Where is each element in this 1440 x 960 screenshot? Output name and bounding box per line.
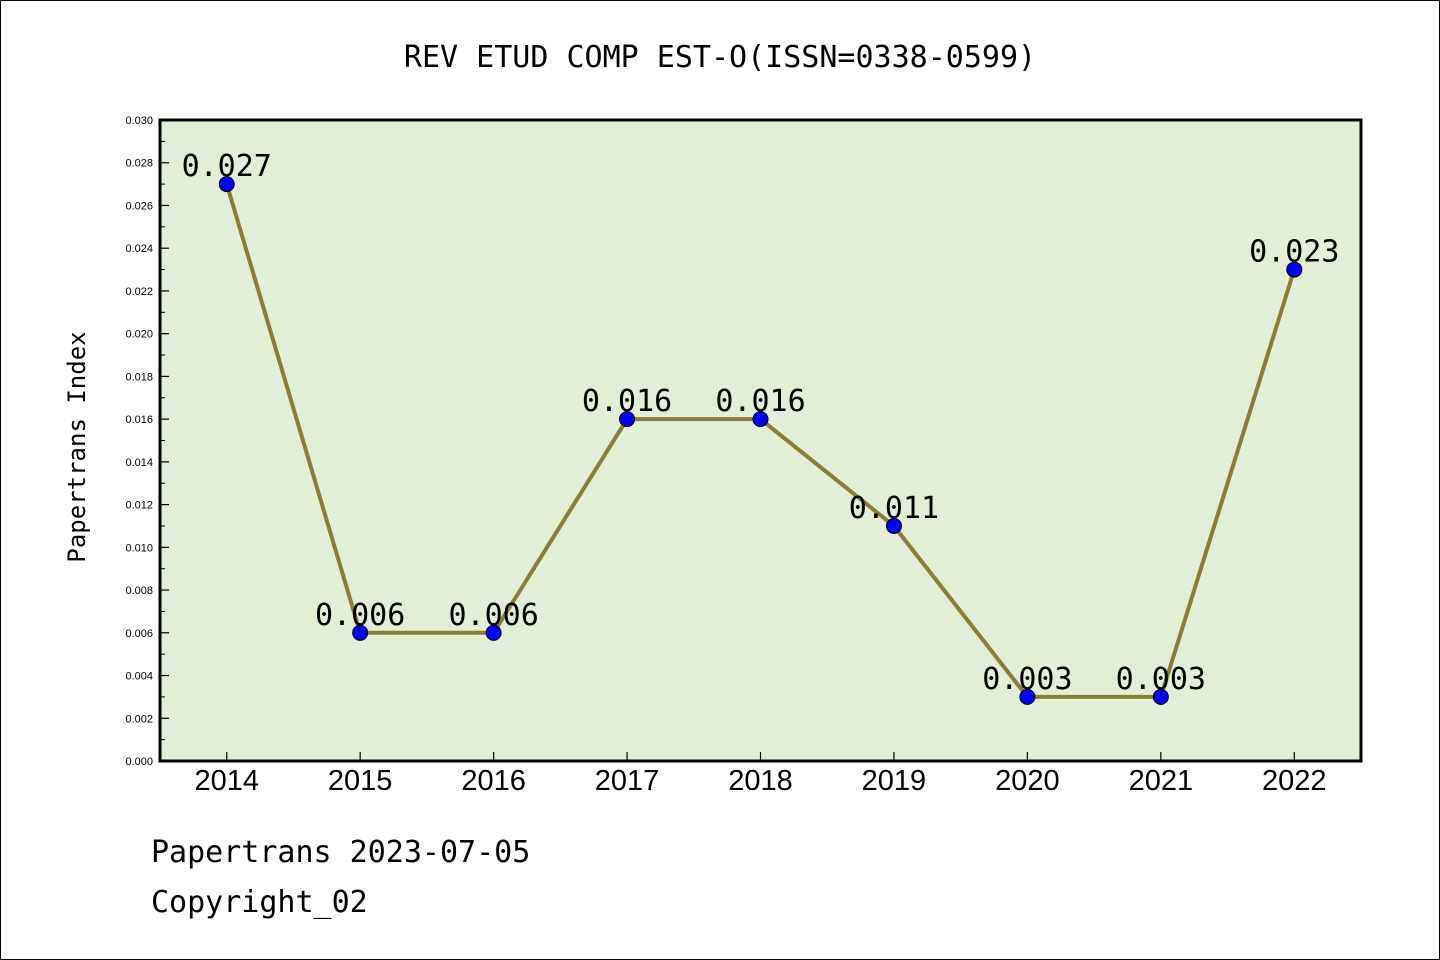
data-label: 0.016 [715,384,805,419]
y-tick-label: 0.020 [125,329,153,341]
y-tick-label: 0.010 [125,542,153,554]
footer-copyright: Copyright_02 [151,885,368,920]
y-tick-label: 0.030 [125,115,153,127]
data-point [352,624,369,641]
y-tick-label: 0.014 [125,457,153,469]
data-point [485,624,502,641]
data-label: 0.003 [982,662,1072,697]
y-tick-label: 0.016 [125,414,153,426]
y-axis: 0.000 0.002 0.004 0.006 0.008 0.010 0.012 0.014… [125,115,169,768]
chart-title: REV ETUD COMP EST-O(ISSN=0338-0599) [404,40,1036,75]
x-tick-label: 2017 [595,765,660,797]
y-tick-label: 0.002 [125,713,153,725]
x-tick-label: 2019 [862,765,927,797]
data-label: 0.003 [1116,662,1206,697]
data-label: 0.023 [1249,235,1339,270]
y-tick-label: 0.012 [125,500,153,512]
x-axis: 2014 2015 2016 2017 2018 2019 2020 2021 2022 [194,752,1327,797]
plot-area [160,120,1361,761]
y-tick-label: 0.004 [125,671,153,683]
y-tick-label: 0.022 [125,286,153,298]
x-tick-label: 2020 [995,765,1060,797]
x-tick-label: 2016 [461,765,526,797]
data-point [885,517,902,534]
y-axis-label: Papertrans Index [63,331,91,562]
data-point [752,411,769,428]
y-tick-label: 0.018 [125,371,153,383]
y-tick-label: 0.006 [125,628,153,640]
x-tick-label: 2015 [328,765,393,797]
data-point [1286,261,1303,278]
data-label: 0.006 [448,598,538,633]
y-tick-label: 0.008 [125,585,153,597]
series-group: 0.027 0.006 0.006 0.016 0.016 0.011 0.003 0.003… [182,149,1339,705]
data-label: 0.016 [582,384,672,419]
x-tick-label: 2021 [1129,765,1194,797]
data-label: 0.006 [315,598,405,633]
data-label: 0.011 [849,491,939,526]
plot-border [158,118,1363,763]
x-tick-label: 2014 [194,765,259,797]
y-tick-label: 0.026 [125,200,153,212]
y-tick-label: 0.000 [125,756,153,768]
y-tick-label: 0.028 [125,158,153,170]
data-point [1019,688,1036,705]
x-tick-label: 2022 [1262,765,1327,797]
footer-date: Papertrans 2023-07-05 [151,835,531,870]
data-point [619,411,636,428]
data-point [1152,688,1169,705]
x-tick-label: 2018 [728,765,793,797]
data-label: 0.027 [182,149,272,184]
data-point [218,176,235,193]
y-tick-label: 0.024 [125,243,153,255]
